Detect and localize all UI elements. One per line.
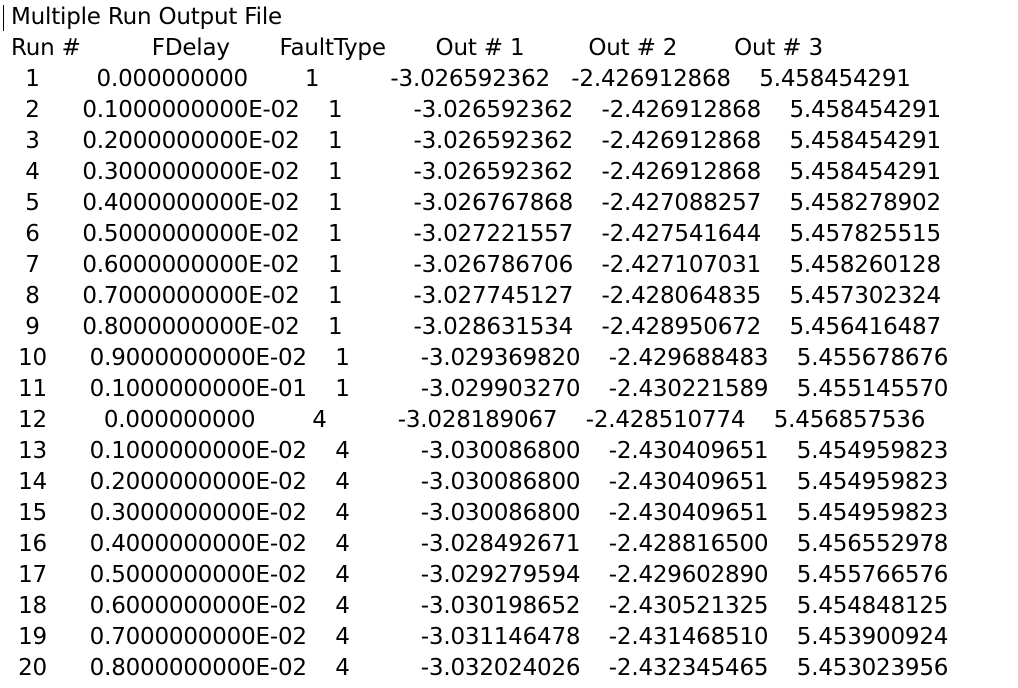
data-row: 18 0.6000000000E-02 4 -3.030198652 -2.43… [11, 593, 949, 619]
data-row: 9 0.8000000000E-02 1 -3.028631534 -2.428… [11, 314, 941, 340]
data-row: 3 0.2000000000E-02 1 -3.026592362 -2.426… [11, 128, 941, 154]
data-row: 4 0.3000000000E-02 1 -3.026592362 -2.426… [11, 159, 941, 185]
data-row: 19 0.7000000000E-02 4 -3.031146478 -2.43… [11, 624, 949, 650]
data-row: 16 0.4000000000E-02 4 -3.028492671 -2.42… [11, 531, 949, 557]
data-row: 15 0.3000000000E-02 4 -3.030086800 -2.43… [11, 500, 949, 526]
column-header-line: Run # FDelay FaultType Out # 1 Out # 2 O… [11, 35, 823, 61]
text-cursor [3, 5, 4, 31]
data-row: 7 0.6000000000E-02 1 -3.026786706 -2.427… [11, 252, 941, 278]
data-row: 11 0.1000000000E-01 1 -3.029903270 -2.43… [11, 376, 949, 402]
data-row: 5 0.4000000000E-02 1 -3.026767868 -2.427… [11, 190, 941, 216]
data-row: 1 0.000000000 1 -3.026592362 -2.42691286… [11, 66, 911, 92]
data-row: 10 0.9000000000E-02 1 -3.029369820 -2.42… [11, 345, 949, 371]
data-row: 14 0.2000000000E-02 4 -3.030086800 -2.43… [11, 469, 949, 495]
file-title-line: Multiple Run Output File [11, 4, 282, 30]
data-row: 2 0.1000000000E-02 1 -3.026592362 -2.426… [11, 97, 941, 123]
data-row: 6 0.5000000000E-02 1 -3.027221557 -2.427… [11, 221, 941, 247]
data-row: 8 0.7000000000E-02 1 -3.027745127 -2.428… [11, 283, 941, 309]
data-row: 20 0.8000000000E-02 4 -3.032024026 -2.43… [11, 655, 949, 681]
data-row: 13 0.1000000000E-02 4 -3.030086800 -2.43… [11, 438, 949, 464]
data-row: 12 0.000000000 4 -3.028189067 -2.4285107… [11, 407, 926, 433]
data-row: 17 0.5000000000E-02 4 -3.029279594 -2.42… [11, 562, 949, 588]
